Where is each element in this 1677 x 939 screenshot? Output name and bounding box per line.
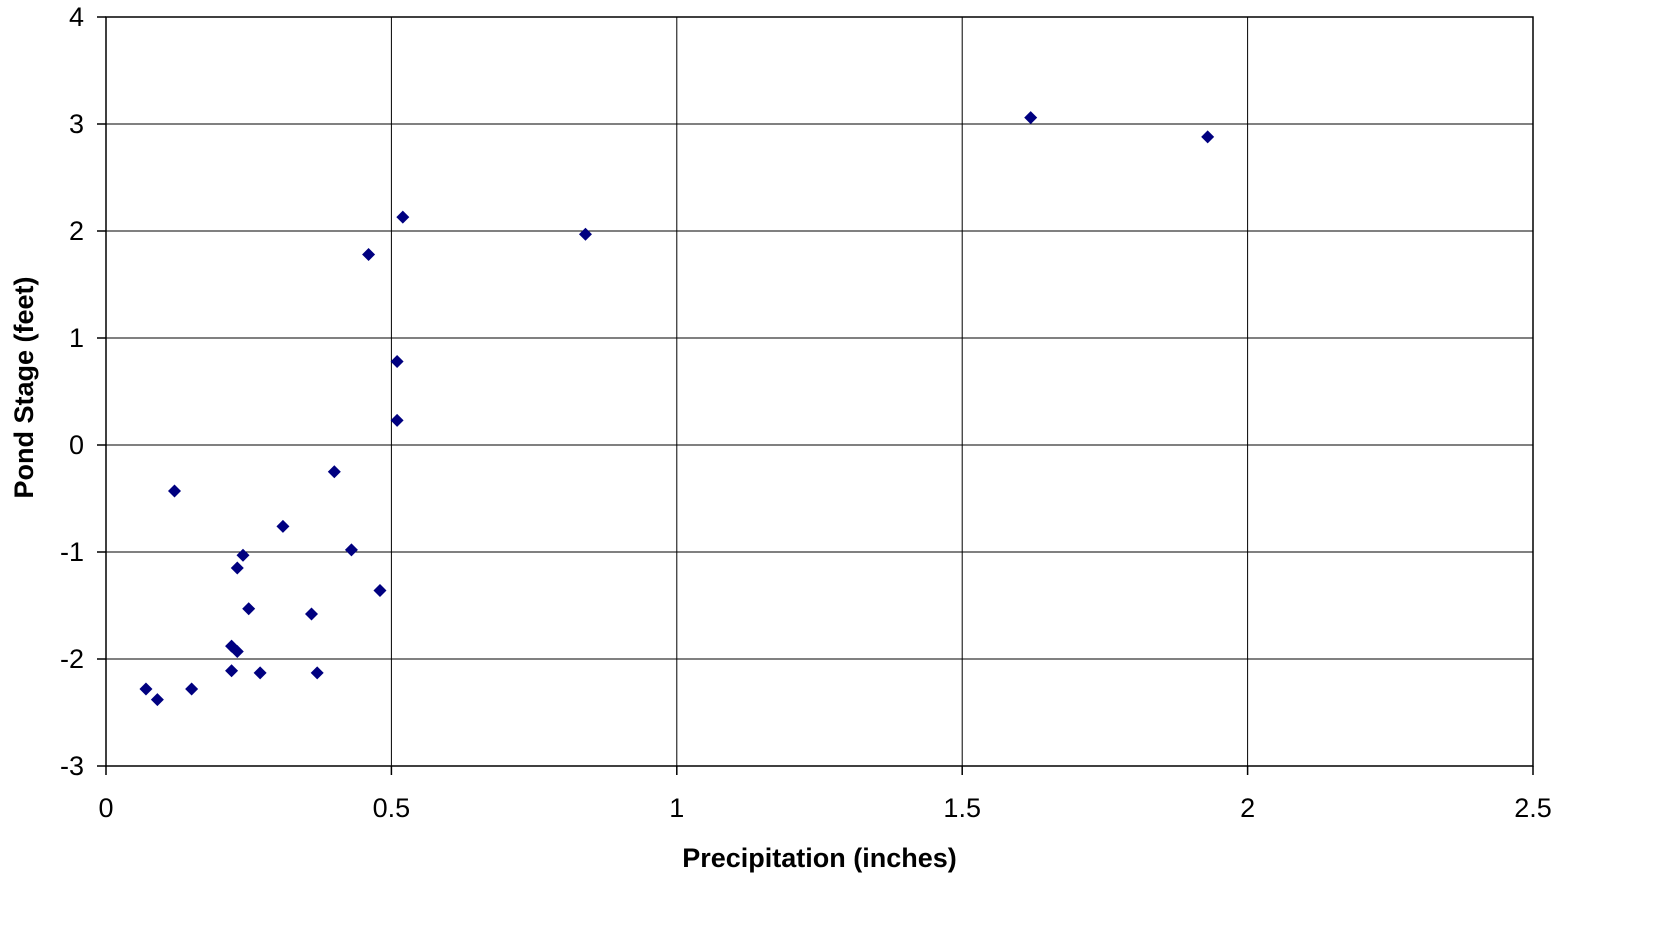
x-tick-label: 2 <box>1240 793 1255 823</box>
grid-lines <box>106 17 1533 766</box>
data-point <box>225 664 239 678</box>
y-axis-title: Pond Stage (feet) <box>9 276 39 498</box>
x-axis-title: Precipitation (inches) <box>682 843 957 873</box>
data-point <box>230 645 244 659</box>
y-tick-label: -2 <box>60 644 84 674</box>
data-point <box>327 465 341 479</box>
x-tick-label: 2.5 <box>1514 793 1552 823</box>
y-tick-label: 2 <box>69 216 84 246</box>
data-point <box>1024 111 1038 125</box>
data-point <box>373 584 387 598</box>
data-point <box>390 355 404 369</box>
x-tick-label: 1.5 <box>943 793 981 823</box>
y-tick-label: 4 <box>69 2 84 32</box>
plot-area-border <box>105 16 1534 767</box>
data-point <box>304 607 318 621</box>
data-point <box>253 666 267 680</box>
x-tick-label: 0 <box>98 793 113 823</box>
y-tick-label: -1 <box>60 537 84 567</box>
x-tick-label: 1 <box>669 793 684 823</box>
data-point <box>390 413 404 427</box>
data-point <box>310 666 324 680</box>
data-point <box>230 561 244 575</box>
x-tick-label: 0.5 <box>373 793 411 823</box>
data-point <box>344 543 358 557</box>
data-points <box>139 111 1215 707</box>
data-point <box>150 693 164 707</box>
data-point <box>139 682 153 696</box>
data-point <box>185 682 199 696</box>
data-point <box>242 602 256 616</box>
data-point <box>578 227 592 241</box>
data-point <box>362 248 376 262</box>
data-point <box>1201 130 1215 144</box>
y-tick-label: 3 <box>69 109 84 139</box>
y-tick-label: -3 <box>60 751 84 781</box>
data-point <box>236 548 250 562</box>
y-tick-label: 1 <box>69 323 84 353</box>
data-point <box>167 484 181 498</box>
y-tick-label: 0 <box>69 430 84 460</box>
axes: -3 -2 -1 0 1 2 3 4 0 0.5 1 1.5 2 2.5 <box>60 2 1552 823</box>
data-point <box>276 519 290 533</box>
data-point <box>396 210 410 224</box>
